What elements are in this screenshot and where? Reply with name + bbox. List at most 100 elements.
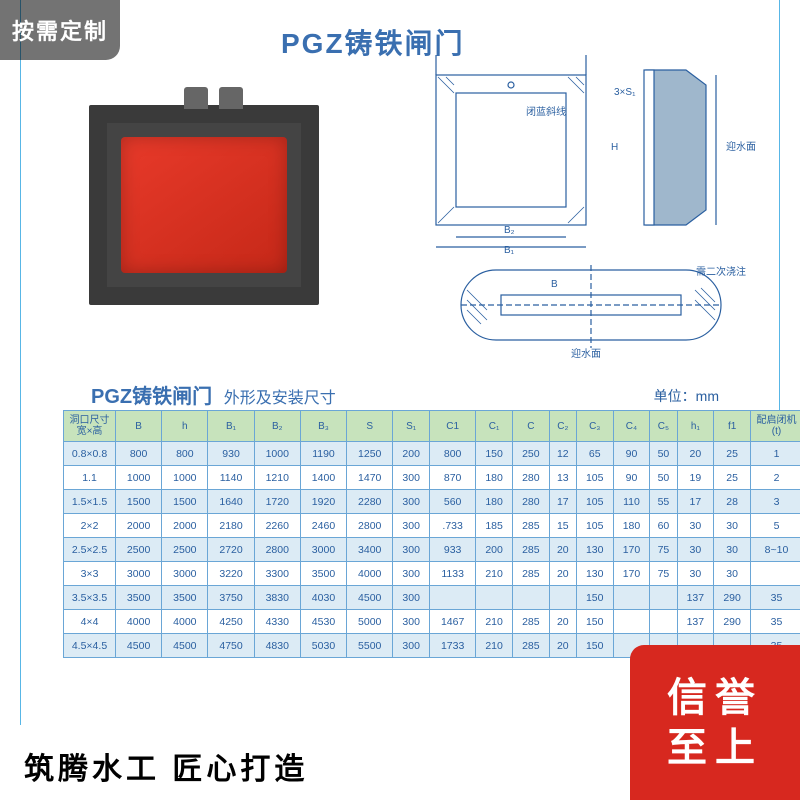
table-cell: 210 (476, 562, 513, 586)
table-cell: 75 (650, 562, 677, 586)
reputation-badge: 信誉 至上 (630, 645, 800, 800)
table-cell: 3.5×3.5 (64, 586, 116, 610)
table-cell (476, 586, 513, 610)
table-cell: 1720 (254, 490, 300, 514)
table-cell: 1500 (116, 490, 162, 514)
table-cell: 35 (751, 610, 800, 634)
table-cell: 50 (650, 442, 677, 466)
dim-label: 需二次浇注 (696, 265, 746, 278)
table-cell: 4000 (162, 610, 208, 634)
table-row: 0.8×0.8800800930100011901250200800150250… (64, 442, 800, 466)
table-cell: 4500 (347, 586, 393, 610)
table-cell: 30 (714, 538, 751, 562)
table-cell: 280 (512, 490, 549, 514)
table-cell: 3300 (254, 562, 300, 586)
table-cell: 2180 (208, 514, 254, 538)
table-cell: 5030 (300, 634, 346, 658)
table-cell: 65 (576, 442, 613, 466)
table-cell: 90 (613, 466, 650, 490)
table-cell: 105 (576, 514, 613, 538)
table-cell: 60 (650, 514, 677, 538)
table-cell: 12 (549, 442, 576, 466)
table-cell: 137 (677, 610, 714, 634)
table-cell: 1467 (430, 610, 476, 634)
table-cell: 3500 (300, 562, 346, 586)
table-cell: 1500 (162, 490, 208, 514)
table-cell: 560 (430, 490, 476, 514)
table-cell: 290 (714, 586, 751, 610)
table-cell: 0.8×0.8 (64, 442, 116, 466)
brand-slogan: 筑腾水工 匠心打造 (24, 744, 308, 788)
table-cell: 28 (714, 490, 751, 514)
col-header: C₄ (613, 411, 650, 442)
col-header: C₂ (549, 411, 576, 442)
table-cell: 300 (393, 514, 430, 538)
table-cell: 1.5×1.5 (64, 490, 116, 514)
table-cell: 25 (714, 442, 751, 466)
table-cell: 285 (512, 562, 549, 586)
dim-label: B₂ (504, 225, 515, 236)
col-header: h₁ (677, 411, 714, 442)
table-cell: 1733 (430, 634, 476, 658)
dim-label: B₁ (504, 245, 515, 256)
product-photo (81, 75, 331, 320)
table-cell: 30 (677, 538, 714, 562)
table-row: 2.5×2.5250025002720280030003400300933200… (64, 538, 800, 562)
table-cell: 20 (677, 442, 714, 466)
table-cell: 105 (576, 466, 613, 490)
table-cell: 30 (677, 514, 714, 538)
table-cell: 150 (576, 634, 613, 658)
table-cell (613, 610, 650, 634)
table-cell: 300 (393, 466, 430, 490)
table-cell: 2800 (347, 514, 393, 538)
col-header: C₅ (650, 411, 677, 442)
table-cell: 1000 (162, 466, 208, 490)
table-cell: 20 (549, 610, 576, 634)
table-cell (613, 586, 650, 610)
table-cell: 20 (549, 634, 576, 658)
table-cell: 150 (476, 442, 513, 466)
table-cell: 8~10 (751, 538, 800, 562)
table-cell: 137 (677, 586, 714, 610)
table-cell: 130 (576, 538, 613, 562)
table-cell: 2000 (162, 514, 208, 538)
table-cell: 1210 (254, 466, 300, 490)
table-cell: 13 (549, 466, 576, 490)
col-header: C₃ (576, 411, 613, 442)
table-row: 1.11000100011401210140014703008701802801… (64, 466, 800, 490)
table-cell: 5500 (347, 634, 393, 658)
table-cell (512, 586, 549, 610)
table-cell: .733 (430, 514, 476, 538)
table-cell: 170 (613, 562, 650, 586)
table-cell: 185 (476, 514, 513, 538)
table-cell: 17 (549, 490, 576, 514)
table-cell: 1470 (347, 466, 393, 490)
table-cell (650, 586, 677, 610)
table-cell: 1000 (254, 442, 300, 466)
table-cell: 2500 (116, 538, 162, 562)
table-cell: 25 (714, 466, 751, 490)
table-cell: 300 (393, 562, 430, 586)
table-row: 4×44000400042504330453050003001467210285… (64, 610, 800, 634)
table-cell: 20 (549, 538, 576, 562)
col-header: S₁ (393, 411, 430, 442)
table-cell: 35 (751, 586, 800, 610)
table-cell: 2280 (347, 490, 393, 514)
table-row: 2×2200020002180226024602800300.733185285… (64, 514, 800, 538)
table-cell (751, 562, 800, 586)
table-cell: 130 (576, 562, 613, 586)
table-cell: 2460 (300, 514, 346, 538)
table-cell: 75 (650, 538, 677, 562)
table-cell: 2.5×2.5 (64, 538, 116, 562)
table-cell: 1250 (347, 442, 393, 466)
table-cell: 285 (512, 514, 549, 538)
table-cell: 1.1 (64, 466, 116, 490)
table-cell: 300 (393, 586, 430, 610)
table-cell: 3830 (254, 586, 300, 610)
table-cell: 4530 (300, 610, 346, 634)
table-cell: 4500 (162, 634, 208, 658)
table-cell: 870 (430, 466, 476, 490)
table-cell: 3220 (208, 562, 254, 586)
table-cell: 200 (476, 538, 513, 562)
table-cell: 4500 (116, 634, 162, 658)
